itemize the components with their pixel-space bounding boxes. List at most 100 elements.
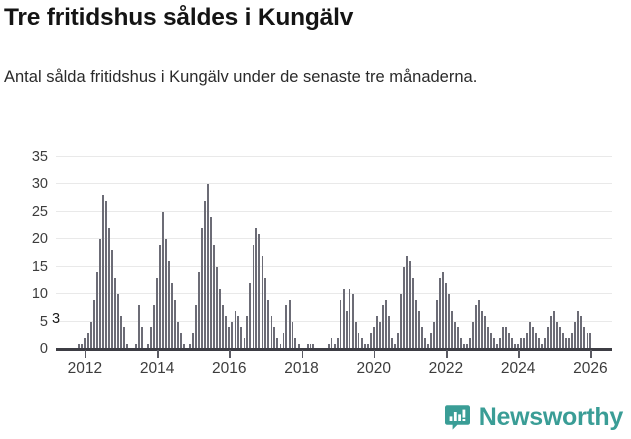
bar [86, 332, 89, 349]
bar [276, 338, 279, 349]
bar [393, 343, 396, 349]
bar [565, 338, 568, 349]
bar [306, 343, 309, 349]
bar [559, 327, 562, 349]
bar [547, 327, 550, 349]
gridline [56, 156, 612, 157]
bar [481, 310, 483, 349]
bar [384, 299, 387, 349]
bar [447, 294, 450, 349]
y-axis-tick-label: 25 [31, 203, 48, 220]
bar-value-label: 3 [51, 310, 61, 327]
bar [369, 332, 372, 349]
bar [502, 327, 504, 349]
bar [433, 321, 435, 349]
y-axis-tick-label: 10 [31, 286, 48, 303]
bar [487, 327, 490, 349]
bar [120, 316, 122, 349]
gridline [56, 265, 612, 267]
bar [171, 283, 174, 349]
bar [192, 332, 195, 349]
bar [177, 321, 179, 349]
bar [580, 316, 583, 349]
bar [357, 332, 360, 349]
bar [288, 299, 291, 349]
bar [562, 332, 565, 349]
y-axis-tick-label: 15 [31, 258, 48, 275]
bar [234, 310, 237, 349]
bar [520, 338, 522, 349]
bar [465, 343, 468, 349]
x-axis-tick [301, 350, 304, 358]
bar [511, 338, 513, 349]
gridline [56, 320, 612, 322]
x-axis-tick-label: 2026 [573, 360, 608, 377]
x-axis-tick [157, 350, 159, 358]
x-axis-tick [518, 350, 520, 358]
gridline [56, 238, 612, 240]
bar [195, 305, 197, 349]
bar [577, 310, 580, 349]
bar [426, 343, 429, 349]
bar [213, 244, 216, 349]
bar [456, 327, 459, 349]
x-axis-tick [84, 350, 87, 358]
x-axis-tick [373, 350, 376, 358]
bar [222, 305, 225, 349]
bar [469, 338, 472, 349]
bar [153, 305, 156, 349]
gridline [56, 293, 612, 295]
bar [210, 217, 213, 349]
bar [117, 294, 120, 349]
bar [150, 327, 152, 349]
bar [390, 338, 393, 349]
bar [463, 343, 465, 349]
x-axis-tick [590, 350, 592, 358]
bar [474, 305, 477, 349]
bar [505, 327, 508, 349]
bar [273, 327, 276, 349]
bar [460, 338, 462, 349]
bar [438, 277, 441, 349]
bar [219, 288, 222, 349]
bar [162, 211, 165, 349]
bar [180, 332, 183, 349]
x-axis-tick-label: 2014 [139, 360, 175, 377]
bar [198, 272, 201, 349]
bar [126, 343, 129, 349]
bar [532, 327, 535, 349]
bar [424, 338, 426, 349]
bar-chart-speech-bubble-icon [444, 404, 471, 431]
plot-area: 3 [52, 156, 612, 349]
bar [372, 327, 375, 349]
bar [544, 338, 547, 349]
bar [225, 316, 228, 349]
bar [483, 316, 486, 349]
bar [490, 332, 492, 349]
bar [499, 338, 501, 349]
bar [189, 343, 192, 349]
bar [354, 321, 357, 349]
bar [415, 299, 417, 349]
gridline [56, 210, 612, 212]
bar [583, 327, 586, 349]
bar [135, 343, 138, 349]
bar [444, 283, 447, 349]
x-axis-tick-label: 2020 [356, 360, 391, 377]
bar [535, 332, 538, 349]
bar [113, 277, 116, 349]
bar [574, 321, 577, 349]
bar [81, 343, 83, 349]
bar [589, 332, 592, 349]
bar [451, 310, 453, 349]
bar [399, 294, 402, 349]
bar [264, 277, 267, 349]
bar [159, 244, 161, 349]
bar [351, 294, 354, 349]
bar [246, 316, 249, 349]
bar [478, 299, 481, 349]
bar [405, 255, 408, 349]
bar [348, 288, 351, 349]
x-axis-tick-label: 2024 [500, 360, 536, 377]
